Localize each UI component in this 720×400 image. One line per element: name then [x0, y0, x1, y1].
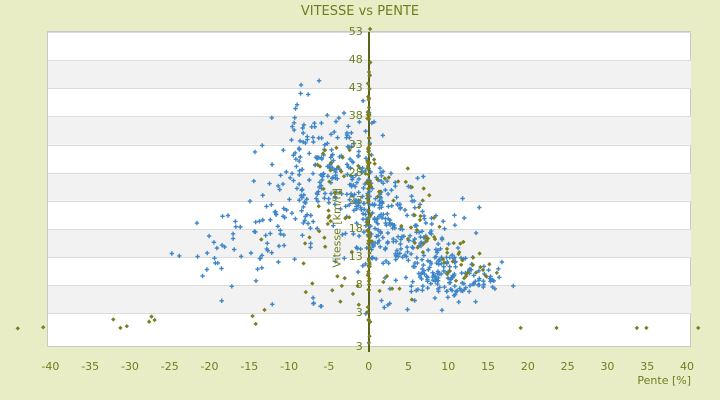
- y-tick-label: 3: [355, 306, 363, 320]
- y-tick-label: 53: [348, 25, 363, 38]
- chart-title: VITESSE vs PENTE: [300, 4, 420, 19]
- y-tick-label: 43: [348, 81, 363, 95]
- x-tick-label: -30: [120, 360, 139, 373]
- x-tick-label: -40: [41, 360, 60, 373]
- x-axis-title: Pente [%]: [637, 374, 691, 387]
- x-tick-label: -15: [240, 360, 259, 373]
- y-tick-label: 48: [348, 53, 363, 67]
- y-tick-label: 28: [348, 165, 363, 179]
- x-tick-label: 30: [600, 360, 615, 373]
- x-tick-label: -20: [200, 360, 219, 373]
- y-tick-label: 13: [348, 250, 363, 263]
- y-tick-label: 33: [348, 137, 363, 151]
- y-tick-label: 18: [348, 221, 363, 235]
- x-tick-label: 35: [640, 360, 655, 373]
- x-tick-label: 5: [404, 360, 412, 373]
- x-tick-label: -5: [323, 360, 335, 373]
- y-tick-label: 23: [348, 193, 363, 207]
- x-tick-label: 0: [365, 360, 373, 373]
- x-tick-label: -35: [81, 360, 100, 373]
- x-tick-label: 40: [680, 360, 695, 373]
- x-tick-label: 25: [560, 360, 575, 373]
- x-tick-label: -25: [160, 360, 179, 373]
- x-tick-label: 15: [481, 360, 496, 373]
- y-axis-title-text: Vitesse [km/h]: [330, 188, 344, 268]
- y-tick-label: 8: [355, 278, 363, 292]
- y-tick-label: 3: [355, 340, 363, 353]
- y-tick-label: 38: [348, 109, 363, 123]
- x-tick-label: -10: [280, 360, 299, 373]
- x-tick-label: 10: [441, 360, 456, 373]
- x-tick-label: 20: [520, 360, 535, 373]
